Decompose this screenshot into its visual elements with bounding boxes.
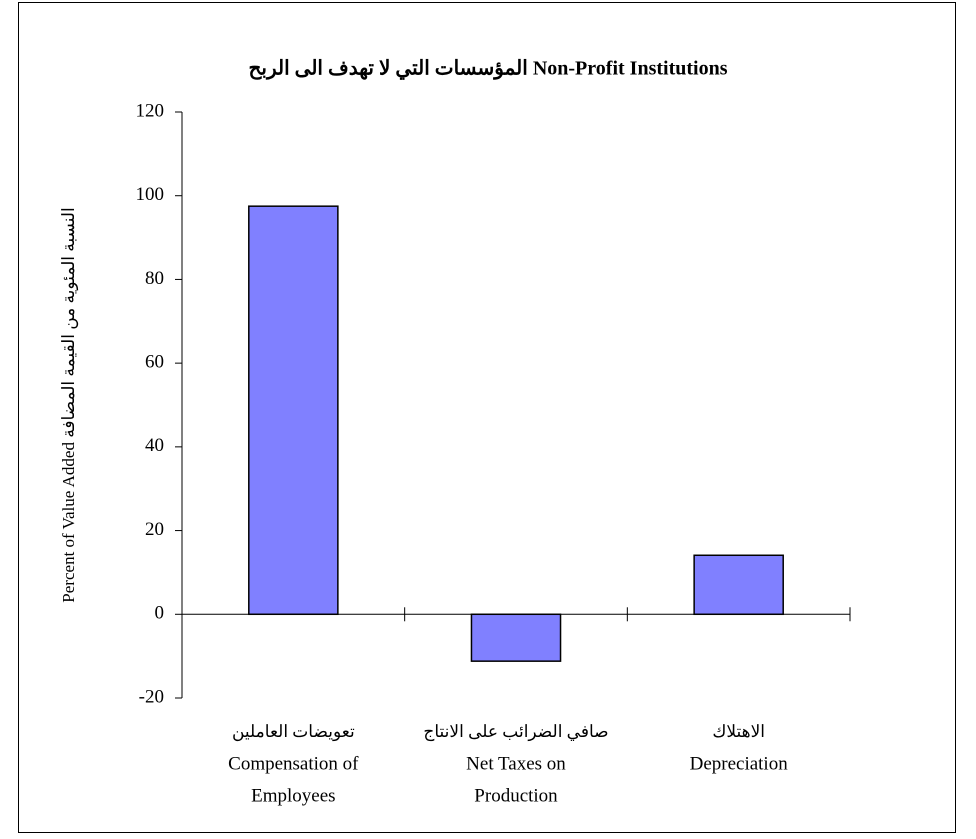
y-tick-label: 60 <box>145 352 164 373</box>
x-tick-label: Depreciation <box>690 753 789 774</box>
y-tick-label: 100 <box>136 184 165 205</box>
x-tick-label: صافي الضرائب على الانتاج <box>423 722 608 742</box>
x-tick-label: تعويضات العاملين <box>232 722 355 742</box>
x-tick-label: الاهتلاك <box>712 722 765 741</box>
x-tick-label: Production <box>474 785 558 806</box>
y-tick-label: 80 <box>145 268 164 289</box>
x-tick-label: Net Taxes on <box>466 753 566 774</box>
x-tick-label: Compensation of <box>228 753 359 774</box>
chart-frame <box>18 2 956 833</box>
y-tick-label: 0 <box>155 603 165 624</box>
y-tick-label: 120 <box>136 100 165 121</box>
y-axis-label: Percent of Value Added النسبة المئوية من… <box>59 207 79 602</box>
bar <box>248 205 339 616</box>
bar <box>470 613 562 662</box>
y-tick-label: 40 <box>145 435 164 456</box>
bar <box>693 554 784 616</box>
y-tick-label: -20 <box>139 686 164 707</box>
x-tick-label: Employees <box>251 785 335 806</box>
chart-title: المؤسسات التي لا تهدف الى الربح Non-Prof… <box>249 58 728 81</box>
y-tick-label: 20 <box>145 519 164 540</box>
